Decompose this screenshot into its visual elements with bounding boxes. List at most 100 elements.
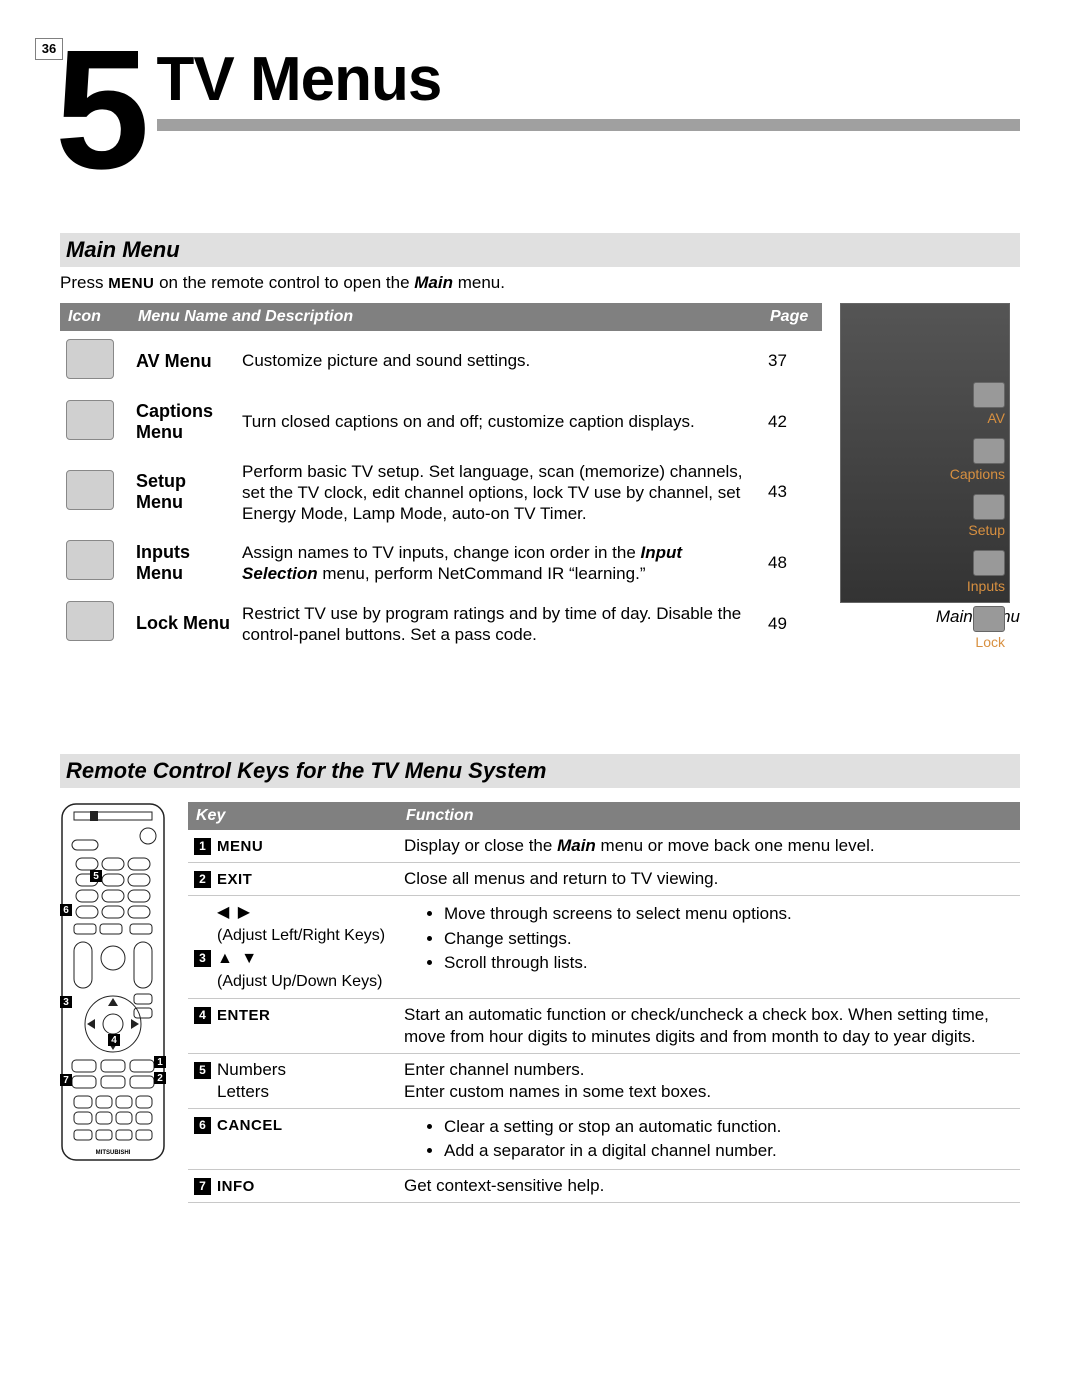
- remote-key-table: Key Function 1 MENU Display or close the …: [188, 802, 1020, 1203]
- arrows-lr-icon: ◀ ▶: [217, 904, 252, 921]
- av-icon: [66, 339, 114, 379]
- menu-page: 43: [762, 453, 822, 533]
- key-num: 7: [194, 1178, 211, 1195]
- svg-text:6: 6: [63, 905, 69, 916]
- lock-icon: [66, 601, 114, 641]
- key-row: 1 MENU Display or close the Main menu or …: [188, 830, 1020, 863]
- key-label: Numbers: [217, 1060, 286, 1079]
- col-function: Function: [398, 802, 1020, 830]
- menu-name: Setup Menu: [130, 453, 236, 533]
- menu-name: Lock Menu: [130, 593, 236, 654]
- inputs-icon: [66, 540, 114, 580]
- page-number-box: 36: [35, 38, 63, 60]
- key-function: Get context-sensitive help.: [398, 1170, 1020, 1203]
- bullet: Move through screens to select menu opti…: [444, 903, 1014, 925]
- chapter-underline: [157, 119, 1020, 131]
- tv-av-icon: [973, 382, 1005, 408]
- intro-post: menu.: [453, 273, 505, 292]
- tv-item-label: Setup: [968, 522, 1005, 538]
- section-header-remote: Remote Control Keys for the TV Menu Syst…: [60, 754, 1020, 788]
- menu-desc: Customize picture and sound settings.: [236, 331, 762, 392]
- svg-text:4: 4: [111, 1035, 117, 1046]
- tv-item: Lock: [950, 606, 1005, 650]
- key-row: 5Numbers 5Letters Enter channel numbers.…: [188, 1053, 1020, 1108]
- key-num: 2: [194, 871, 211, 888]
- key-label: MENU: [217, 838, 263, 855]
- menu-row: Inputs Menu Assign names to TV inputs, c…: [60, 532, 822, 593]
- svg-text:7: 7: [63, 1075, 69, 1086]
- key-label: EXIT: [217, 871, 252, 888]
- svg-text:MITSUBISHI: MITSUBISHI: [96, 1150, 131, 1156]
- tv-item: Captions: [950, 438, 1005, 482]
- tv-item-label: Lock: [975, 634, 1005, 650]
- key-function: Move through screens to select menu opti…: [398, 896, 1020, 998]
- cc-icon: [66, 400, 114, 440]
- col-icon: Icon: [60, 303, 130, 331]
- key-function: Display or close the Main menu or move b…: [398, 830, 1020, 863]
- col-name: Menu Name and Description: [130, 303, 762, 331]
- col-page: Page: [762, 303, 822, 331]
- svg-text:5: 5: [93, 871, 99, 882]
- key-function: Enter channel numbers. Enter custom name…: [398, 1053, 1020, 1108]
- tv-item-label: Captions: [950, 466, 1005, 482]
- intro-mid: on the remote control to open the: [154, 273, 414, 292]
- key-row: 7 INFO Get context-sensitive help.: [188, 1170, 1020, 1203]
- menu-row: Lock Menu Restrict TV use by program rat…: [60, 593, 822, 654]
- key-label: CANCEL: [217, 1117, 283, 1134]
- menu-page: 37: [762, 331, 822, 392]
- menu-name: AV Menu: [130, 331, 236, 392]
- menu-page: 49: [762, 593, 822, 654]
- chapter-header: 5 TV Menus: [55, 38, 1020, 183]
- setup-icon: [66, 470, 114, 510]
- key-label: INFO: [217, 1178, 255, 1195]
- section-header-main-menu: Main Menu: [60, 233, 1020, 267]
- svg-text:3: 3: [63, 997, 69, 1008]
- key-function: Close all menus and return to TV viewing…: [398, 863, 1020, 896]
- desc-pre: Assign names to TV inputs, change icon o…: [242, 543, 640, 562]
- menu-page: 42: [762, 392, 822, 453]
- tv-item-label: AV: [987, 410, 1005, 426]
- key-label: ENTER: [217, 1007, 270, 1024]
- tv-setup-icon: [973, 494, 1005, 520]
- key-num: 5: [194, 1062, 211, 1079]
- svg-text:1: 1: [157, 1057, 163, 1068]
- bullet: Clear a setting or stop an automatic fun…: [444, 1116, 1014, 1138]
- tv-item: Inputs: [950, 550, 1005, 594]
- svg-text:2: 2: [157, 1073, 163, 1084]
- key-num: 1: [194, 838, 211, 855]
- bullet: Change settings.: [444, 928, 1014, 950]
- key-function: Clear a setting or stop an automatic fun…: [398, 1109, 1020, 1170]
- key-num: 3: [194, 950, 211, 967]
- desc-post: menu, perform NetCommand IR “learning.”: [318, 564, 646, 583]
- tv-item: AV: [950, 382, 1005, 426]
- chapter-title: TV Menus: [157, 44, 1020, 115]
- menu-name: Inputs Menu: [130, 532, 236, 593]
- intro-pre: Press: [60, 273, 108, 292]
- key-row: 4 ENTER Start an automatic function or ch…: [188, 998, 1020, 1053]
- menu-name: Captions Menu: [130, 392, 236, 453]
- intro-bold: Main: [414, 273, 453, 292]
- col-key: Key: [188, 802, 398, 830]
- remote-diagram: MITSUBISHI 5 6 3 4 1 2 7: [60, 802, 170, 1203]
- key-num: 4: [194, 1007, 211, 1024]
- menu-desc: Restrict TV use by program ratings and b…: [236, 593, 762, 654]
- chapter-number: 5: [55, 38, 142, 183]
- menu-page: 48: [762, 532, 822, 593]
- main-menu-table: Icon Menu Name and Description Page AV M…: [60, 303, 822, 655]
- menu-row: AV Menu Customize picture and sound sett…: [60, 331, 822, 392]
- tv-captions-icon: [973, 438, 1005, 464]
- key-function: Start an automatic function or check/unc…: [398, 998, 1020, 1053]
- menu-desc: Assign names to TV inputs, change icon o…: [236, 532, 762, 593]
- key-sublabel: (Adjust Up/Down Keys): [217, 973, 382, 990]
- arrows-ud-icon: ▲ ▼: [217, 950, 259, 967]
- main-menu-screenshot: AV Captions Setup Inputs Lock: [840, 303, 1010, 603]
- key-row: 2 EXIT Close all menus and return to TV v…: [188, 863, 1020, 896]
- key-label: Letters: [217, 1082, 269, 1101]
- tv-item-label: Inputs: [967, 578, 1005, 594]
- tv-lock-icon: [973, 606, 1005, 632]
- menu-desc: Perform basic TV setup. Set language, sc…: [236, 453, 762, 533]
- menu-desc: Turn closed captions on and off; customi…: [236, 392, 762, 453]
- menu-row: Captions Menu Turn closed captions on an…: [60, 392, 822, 453]
- tv-inputs-icon: [973, 550, 1005, 576]
- bullet: Add a separator in a digital channel num…: [444, 1140, 1014, 1162]
